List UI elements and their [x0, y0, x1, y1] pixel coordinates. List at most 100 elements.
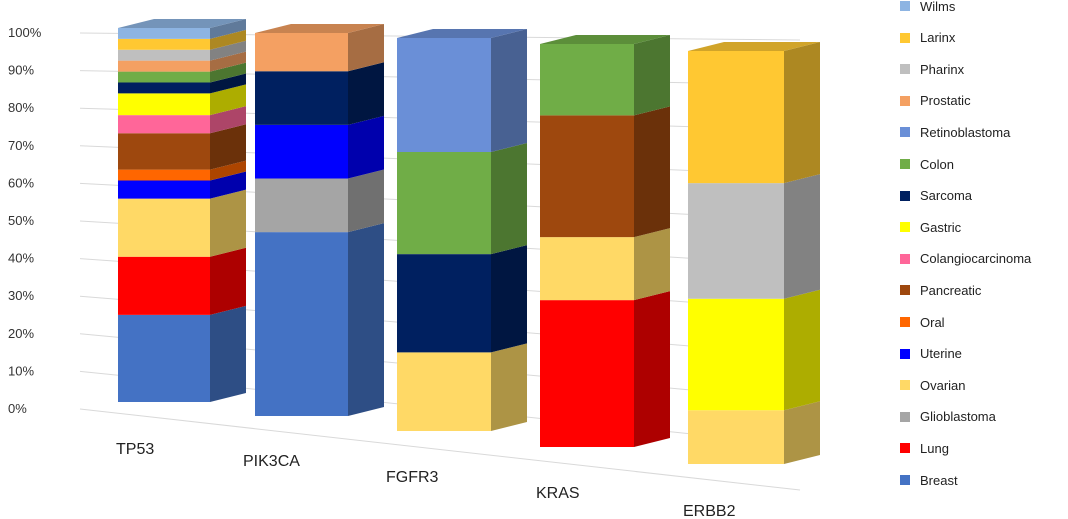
legend-item: Breast: [900, 470, 958, 490]
bar-segment: [255, 232, 348, 416]
legend-swatch: [900, 411, 910, 422]
bar-segment-side: [348, 169, 384, 233]
bar-segment: [688, 298, 784, 411]
legend-item: Colangiocarcinoma: [900, 249, 1031, 269]
bar-segment: [397, 352, 491, 431]
bar-segment-side: [210, 189, 246, 257]
legend-label: Colangiocarcinoma: [920, 251, 1032, 267]
bar-segment: [255, 124, 348, 179]
x-category-label: FGFR3: [386, 469, 439, 486]
bar-segment-side: [210, 73, 246, 94]
legend-item: Oral: [900, 312, 945, 332]
bar-segment-side: [210, 29, 246, 50]
legend-item: Colon: [900, 154, 954, 174]
bar-segment: [118, 49, 210, 61]
bar-segment-side: [784, 42, 820, 184]
legend-label: Breast: [920, 472, 958, 488]
legend-label: Larinx: [920, 30, 956, 46]
gridline: [79, 408, 801, 491]
x-category-label: PIK3CA: [243, 453, 300, 470]
bar-segment-side: [210, 62, 246, 83]
y-tick-label: 40%: [8, 251, 34, 266]
y-tick-label: 0%: [8, 401, 27, 416]
bar-segment-side: [210, 51, 246, 72]
bar-segment-side: [210, 84, 246, 116]
y-tick-label: 70%: [8, 138, 34, 153]
x-category-label: ERBB2: [683, 503, 736, 519]
bar-stack: [688, 42, 820, 464]
bar-segment-side: [210, 19, 246, 39]
bar-segment-side: [634, 228, 670, 301]
bar-segment-side: [210, 106, 246, 134]
bar-segment-side: [348, 223, 384, 416]
bar-segment-side: [634, 106, 670, 238]
bar-stack: [397, 29, 527, 431]
bar-segment-side: [491, 142, 527, 255]
legend-swatch: [900, 159, 910, 169]
bar-segment: [397, 38, 491, 152]
legend-swatch: [900, 64, 910, 75]
legend-swatch: [900, 127, 910, 138]
legend-label: Prostatic: [920, 93, 971, 109]
legend-label: Uterine: [920, 346, 962, 362]
bar-top: [118, 19, 246, 28]
legend-item: Glioblastoma: [900, 407, 996, 427]
legend-item: Pharinx: [900, 59, 964, 79]
bar-segment: [118, 133, 210, 170]
legend-swatch: [900, 32, 910, 43]
legend-item: Larinx: [900, 28, 955, 48]
bar-segment-side: [634, 291, 670, 447]
y-tick-label: 50%: [8, 213, 34, 228]
legend-item: Lung: [900, 438, 949, 458]
bar-segment-side: [634, 35, 670, 116]
legend-label: Pancreatic: [920, 282, 982, 298]
bar-segment: [118, 256, 210, 315]
bar-stack: [255, 24, 384, 416]
legend-item: Uterine: [900, 344, 962, 364]
bar-segment: [118, 198, 210, 257]
bar-segment-side: [210, 171, 246, 199]
legend-item: Retinoblastoma: [900, 122, 1010, 142]
bar-segment-side: [210, 160, 246, 181]
bar-stack: [118, 19, 246, 402]
bar-segment-side: [210, 247, 246, 315]
legend-swatch: [900, 253, 910, 264]
bar-segment: [688, 183, 784, 299]
legend-swatch: [900, 348, 910, 359]
bar-segment: [540, 300, 634, 447]
bar-segment-side: [210, 305, 246, 402]
legend-swatch: [900, 190, 910, 201]
bar-segment-side: [784, 289, 820, 411]
legend-item: Prostatic: [900, 91, 971, 111]
x-axis: TP53 PIK3CA FGFR3 KRAS ERBB2: [116, 441, 736, 519]
legend-swatch: [900, 1, 910, 11]
bar-top: [397, 29, 527, 38]
legend-swatch: [900, 317, 910, 327]
x-category-label: KRAS: [536, 485, 580, 502]
bar-segment-side: [784, 401, 820, 464]
bar-segment: [118, 82, 210, 94]
bar-segment: [688, 51, 784, 184]
legend-swatch: [900, 475, 910, 485]
bar-segment: [118, 71, 210, 83]
bar-segment: [397, 151, 491, 255]
bar-segment-side: [210, 40, 246, 61]
legend-label: Oral: [920, 314, 945, 330]
bar-segment: [688, 410, 784, 464]
legend-label: Retinoblastoma: [920, 124, 1011, 140]
bar-segment: [118, 169, 210, 181]
y-tick-label: 60%: [8, 175, 34, 190]
bar-top: [255, 24, 384, 33]
bar-segment: [540, 44, 634, 116]
y-tick-label: 10%: [8, 363, 34, 378]
legend-label: Glioblastoma: [920, 409, 996, 425]
legend-label: Pharinx: [920, 61, 965, 77]
bars: [118, 19, 820, 464]
legend-item: Gastric: [900, 217, 961, 237]
legend-item: Ovarian: [900, 375, 966, 395]
bar-segment-side: [348, 62, 384, 125]
legend-swatch: [900, 285, 910, 296]
bar-segment: [540, 115, 634, 238]
bar-segment: [118, 60, 210, 72]
